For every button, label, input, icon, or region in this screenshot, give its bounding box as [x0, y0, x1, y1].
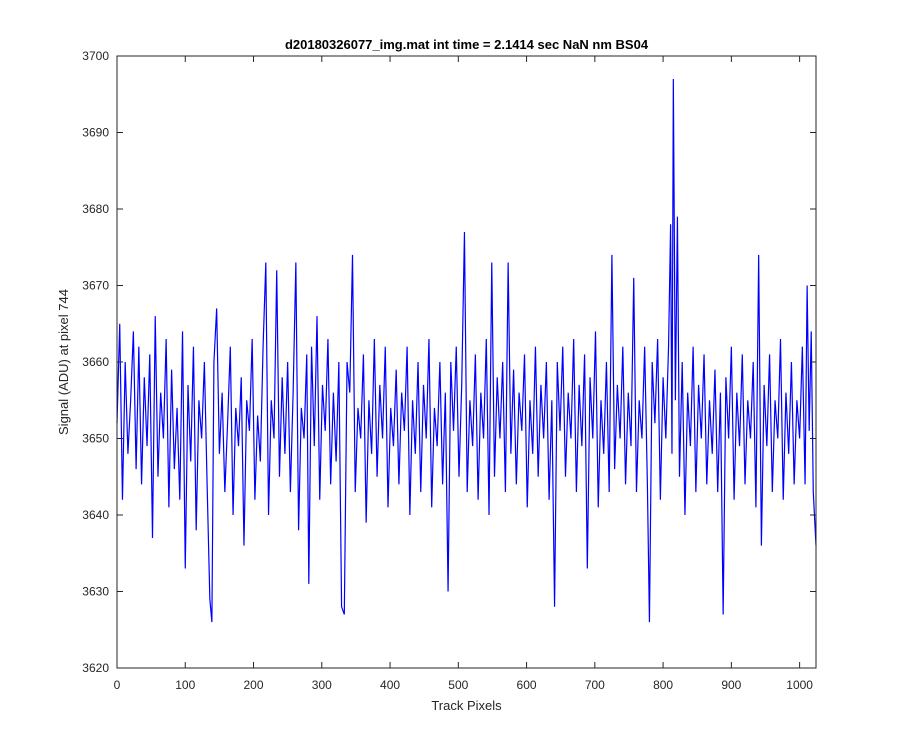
- chart-title: d20180326077_img.mat int time = 2.1414 s…: [285, 37, 649, 52]
- x-tick-label: 1000: [786, 678, 813, 692]
- y-tick-label: 3680: [82, 202, 109, 216]
- x-tick-label: 700: [585, 678, 605, 692]
- y-tick-label: 3640: [82, 508, 109, 522]
- x-tick-label: 200: [244, 678, 264, 692]
- x-axis-label: Track Pixels: [431, 698, 502, 713]
- x-tick-label: 800: [653, 678, 673, 692]
- x-tick-label: 600: [517, 678, 537, 692]
- x-tick-label: 900: [721, 678, 741, 692]
- y-axis: 3620 3630 3640 3650 3660 3670 3680 3690 3700: [82, 49, 816, 675]
- x-tick-label: 100: [175, 678, 195, 692]
- y-tick-label: 3660: [82, 355, 109, 369]
- y-tick-label: 3700: [82, 49, 109, 63]
- x-tick-label: 0: [114, 678, 121, 692]
- series-line: [116, 78, 817, 623]
- plot-area: [117, 56, 816, 668]
- y-tick-label: 3630: [82, 585, 109, 599]
- series-group: [116, 78, 817, 623]
- x-tick-label: 300: [312, 678, 332, 692]
- y-tick-label: 3690: [82, 126, 109, 140]
- x-tick-label: 400: [380, 678, 400, 692]
- x-axis: 0 100 200 300 400 500 600 700 800 900 1000: [114, 56, 813, 692]
- x-tick-label: 500: [448, 678, 468, 692]
- y-axis-label: Signal (ADU) at pixel 744: [56, 289, 71, 435]
- y-tick-label: 3650: [82, 432, 109, 446]
- y-tick-label: 3620: [82, 661, 109, 675]
- y-tick-label: 3670: [82, 279, 109, 293]
